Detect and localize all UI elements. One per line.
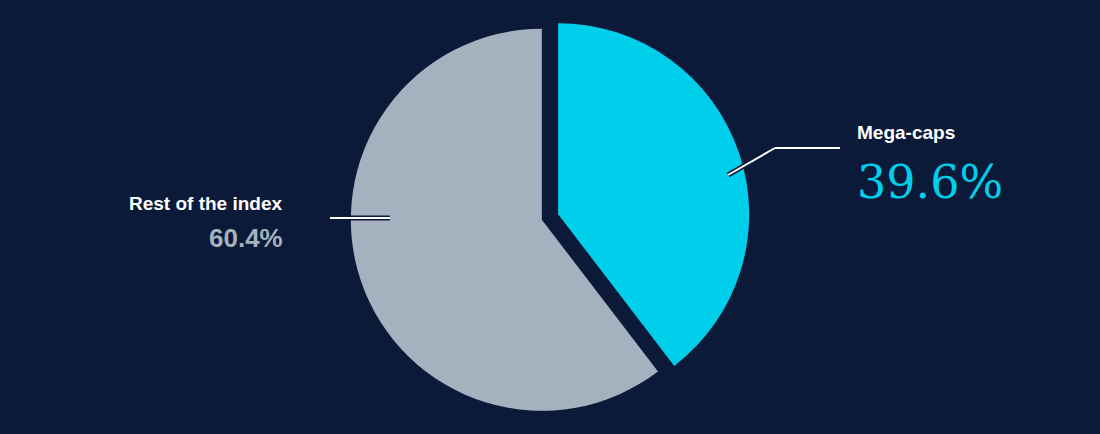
svg-text:Mega-caps: Mega-caps (857, 122, 955, 143)
svg-text:Rest of the index: Rest of the index (129, 193, 283, 214)
svg-text:60.4%: 60.4% (209, 223, 283, 253)
svg-text:39.6%: 39.6% (857, 155, 1003, 209)
